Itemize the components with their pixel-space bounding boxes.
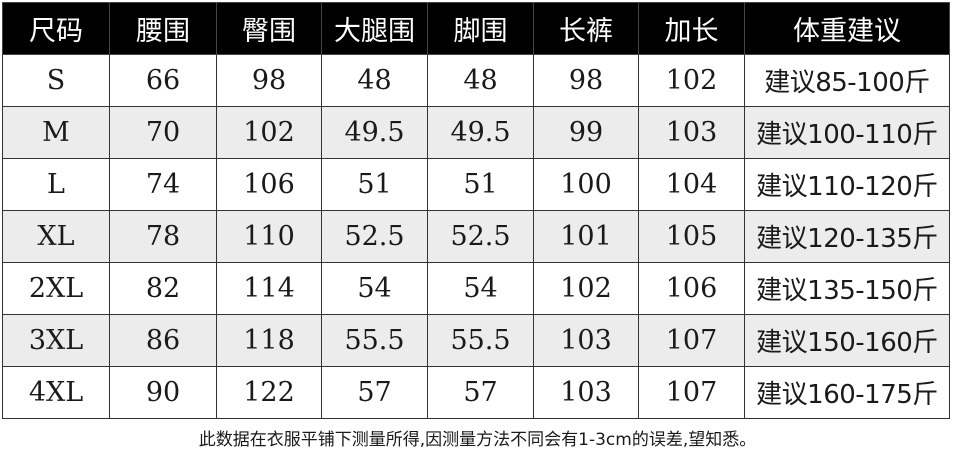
table-cell: 48 bbox=[321, 54, 428, 107]
table-cell: 70 bbox=[109, 106, 217, 159]
header-weight-recommendation: 体重建议 bbox=[744, 2, 950, 55]
table-cell: 122 bbox=[216, 366, 322, 419]
table-cell-size: 2XL bbox=[2, 262, 110, 315]
table-cell: 51 bbox=[427, 158, 534, 211]
table-cell: 102 bbox=[533, 262, 639, 315]
table-cell-size: 4XL bbox=[2, 366, 110, 419]
header-size: 尺码 bbox=[2, 2, 110, 55]
table-cell: 104 bbox=[638, 158, 745, 211]
table-cell-weight-recommendation: 建议100-110斤 bbox=[744, 106, 950, 159]
table-cell: 118 bbox=[216, 314, 322, 367]
table-cell-size: S bbox=[2, 54, 110, 107]
header-extra-length: 加长 bbox=[638, 2, 745, 55]
header-leg-opening: 脚围 bbox=[427, 2, 534, 55]
table-cell: 55.5 bbox=[427, 314, 534, 367]
table-cell-weight-recommendation: 建议160-175斤 bbox=[744, 366, 950, 419]
table-cell: 100 bbox=[533, 158, 639, 211]
table-cell: 49.5 bbox=[427, 106, 534, 159]
table-cell: 57 bbox=[321, 366, 428, 419]
table-cell: 107 bbox=[638, 366, 745, 419]
table-cell-weight-recommendation: 建议110-120斤 bbox=[744, 158, 950, 211]
table-cell: 98 bbox=[533, 54, 639, 107]
table-row: L 74 106 51 51 100 104 建议110-120斤 bbox=[2, 158, 950, 211]
table-cell: 107 bbox=[638, 314, 745, 367]
table-row: XL 78 110 52.5 52.5 101 105 建议120-135斤 bbox=[2, 210, 950, 263]
table-cell: 101 bbox=[533, 210, 639, 263]
header-waist: 腰围 bbox=[109, 2, 217, 55]
table-cell-weight-recommendation: 建议120-135斤 bbox=[744, 210, 950, 263]
measurement-note: 此数据在衣服平铺下测量所得,因测量方法不同会有1-3cm的误差,望知悉。 bbox=[198, 430, 757, 450]
table-cell: 103 bbox=[533, 314, 639, 367]
table-row: M 70 102 49.5 49.5 99 103 建议100-110斤 bbox=[2, 106, 950, 159]
table-cell: 90 bbox=[109, 366, 217, 419]
header-thigh: 大腿围 bbox=[321, 2, 428, 55]
table-row: 4XL 90 122 57 57 103 107 建议160-175斤 bbox=[2, 366, 950, 419]
table-cell: 105 bbox=[638, 210, 745, 263]
table-cell-size: 3XL bbox=[2, 314, 110, 367]
header-row: 尺码 腰围 臀围 大腿围 脚围 长裤 加长 体重建议 bbox=[2, 2, 950, 55]
table-cell-size: L bbox=[2, 158, 110, 211]
table-cell: 82 bbox=[109, 262, 217, 315]
table-cell: 74 bbox=[109, 158, 217, 211]
table-cell-weight-recommendation: 建议135-150斤 bbox=[744, 262, 950, 315]
header-hip: 臀围 bbox=[216, 2, 322, 55]
table-row: 3XL 86 118 55.5 55.5 103 107 建议150-160斤 bbox=[2, 314, 950, 367]
table-cell: 103 bbox=[533, 366, 639, 419]
table-cell: 54 bbox=[321, 262, 428, 315]
table-cell: 106 bbox=[216, 158, 322, 211]
table-cell: 57 bbox=[427, 366, 534, 419]
table-cell: 86 bbox=[109, 314, 217, 367]
table-cell: 102 bbox=[638, 54, 745, 107]
table-cell: 78 bbox=[109, 210, 217, 263]
table-cell: 55.5 bbox=[321, 314, 428, 367]
table-cell: 98 bbox=[216, 54, 322, 107]
table-cell: 110 bbox=[216, 210, 322, 263]
table-cell: 52.5 bbox=[321, 210, 428, 263]
table-cell-weight-recommendation: 建议85-100斤 bbox=[744, 54, 950, 107]
table-cell: 99 bbox=[533, 106, 639, 159]
table-cell: 52.5 bbox=[427, 210, 534, 263]
table-row: S 66 98 48 48 98 102 建议85-100斤 bbox=[2, 54, 950, 107]
table-cell: 54 bbox=[427, 262, 534, 315]
table-cell: 49.5 bbox=[321, 106, 428, 159]
table-cell: 66 bbox=[109, 54, 217, 107]
table-cell-size: M bbox=[2, 106, 110, 159]
header-length: 长裤 bbox=[533, 2, 639, 55]
table-cell-weight-recommendation: 建议150-160斤 bbox=[744, 314, 950, 367]
table-cell: 102 bbox=[216, 106, 322, 159]
table-cell: 48 bbox=[427, 54, 534, 107]
table-cell: 103 bbox=[638, 106, 745, 159]
table-cell: 114 bbox=[216, 262, 322, 315]
table-cell-size: XL bbox=[2, 210, 110, 263]
table-cell: 51 bbox=[321, 158, 428, 211]
table-cell: 106 bbox=[638, 262, 745, 315]
size-chart-table: 尺码 腰围 臀围 大腿围 脚围 长裤 加长 体重建议 S 66 98 48 48… bbox=[2, 2, 950, 419]
table-row: 2XL 82 114 54 54 102 106 建议135-150斤 bbox=[2, 262, 950, 315]
